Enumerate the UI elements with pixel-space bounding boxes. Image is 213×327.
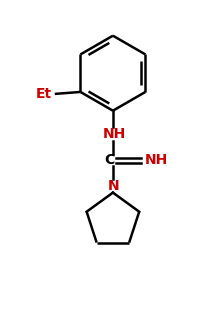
Text: NH: NH: [102, 128, 125, 141]
Text: NH: NH: [144, 153, 168, 167]
Text: N: N: [108, 179, 119, 193]
Text: C: C: [104, 153, 114, 167]
Text: Et: Et: [36, 87, 52, 101]
